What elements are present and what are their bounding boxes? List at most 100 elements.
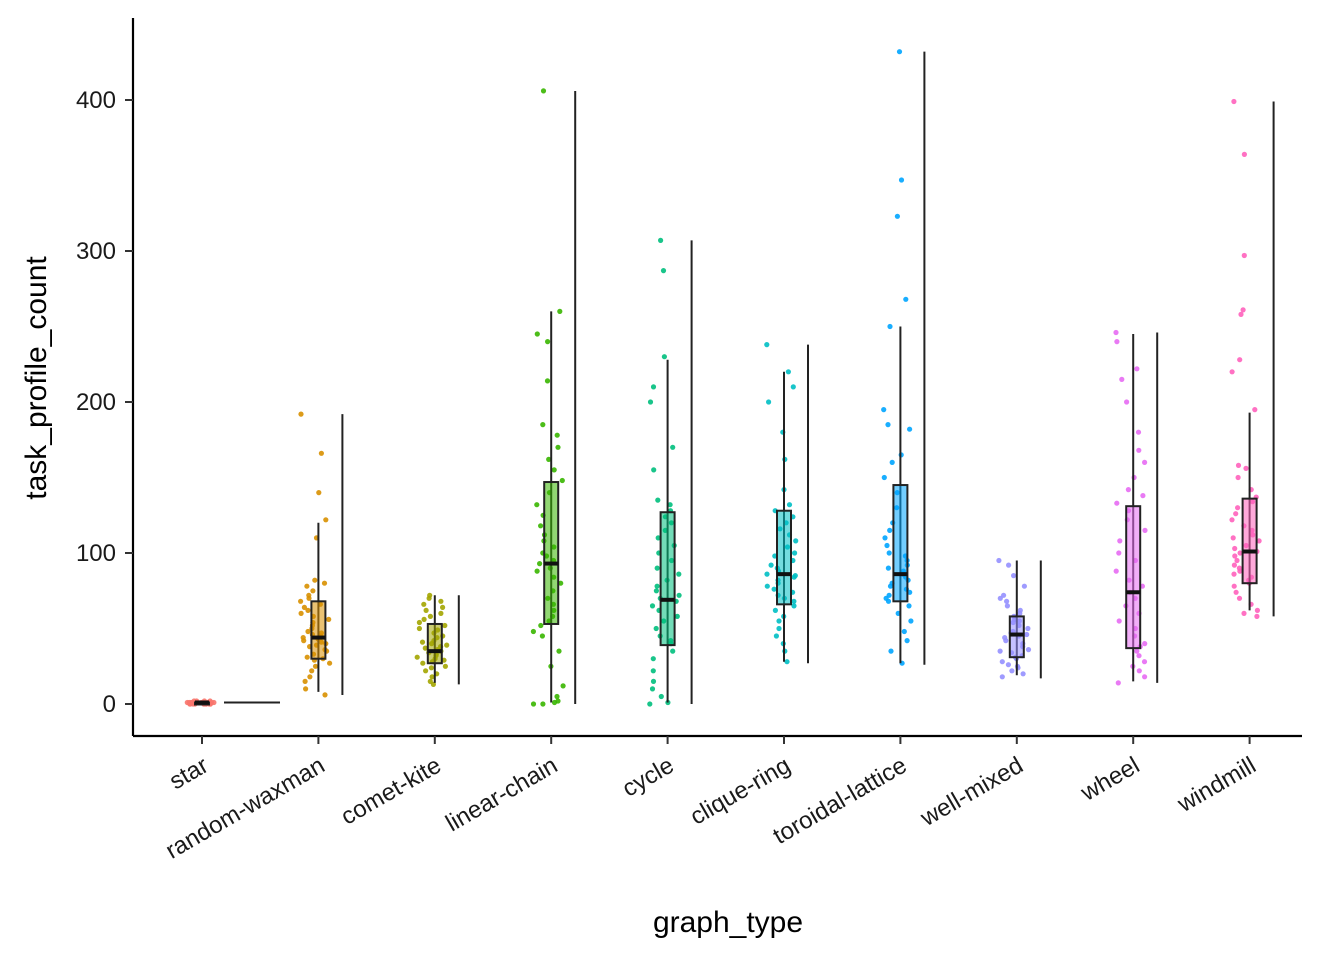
box (892, 484, 909, 603)
data-point (1230, 535, 1236, 541)
data-point (1235, 474, 1241, 481)
data-point (907, 426, 913, 432)
data-point (773, 633, 780, 639)
data-point (1004, 603, 1011, 609)
data-point (318, 450, 324, 456)
data-point (416, 625, 422, 632)
series-star (184, 698, 280, 707)
data-point (999, 674, 1005, 680)
data-point (184, 699, 190, 706)
data-point (312, 577, 318, 583)
data-point (1116, 550, 1122, 556)
data-point (1124, 399, 1130, 405)
data-point (1254, 607, 1260, 614)
data-point (1232, 553, 1238, 559)
y-tick-label: 300 (76, 238, 116, 265)
data-point (540, 701, 546, 707)
series-linear-chain (530, 88, 577, 707)
data-point (1135, 429, 1142, 435)
data-point (546, 456, 552, 462)
data-point (1004, 598, 1010, 604)
data-point (1229, 369, 1235, 375)
data-point (667, 502, 673, 508)
data-point (1011, 573, 1017, 579)
data-point (1113, 568, 1119, 574)
data-point (1134, 366, 1140, 372)
data-point (999, 659, 1005, 665)
data-point (321, 580, 328, 586)
data-point (420, 660, 426, 666)
data-point (772, 607, 779, 614)
data-point (889, 459, 895, 465)
data-point (1017, 607, 1023, 614)
data-point (1237, 357, 1243, 363)
box (1125, 505, 1142, 650)
data-point (442, 663, 448, 669)
data-point (1114, 339, 1120, 345)
data-point (1140, 493, 1146, 499)
data-point (790, 384, 796, 390)
series-comet-kite (414, 592, 460, 688)
y-axis-title: task_profile_count (20, 256, 53, 500)
series-wheel (1113, 329, 1159, 686)
data-point (419, 639, 426, 645)
data-point (1142, 674, 1148, 680)
data-point (1136, 668, 1142, 674)
series-windmill (1229, 98, 1275, 620)
data-point (1116, 618, 1122, 624)
data-point (421, 616, 427, 623)
data-point (884, 542, 890, 549)
data-point (764, 571, 770, 577)
data-point (309, 668, 315, 674)
series-well-mixed (996, 557, 1042, 680)
data-point (768, 562, 774, 568)
data-point (416, 619, 422, 626)
data-point (898, 177, 905, 183)
data-point (1235, 462, 1242, 468)
data-point (298, 598, 304, 604)
data-point (544, 378, 551, 384)
box (659, 511, 676, 647)
data-point (996, 557, 1002, 564)
data-point (1237, 550, 1243, 556)
data-point (1229, 517, 1235, 523)
data-point (660, 268, 667, 274)
data-point (997, 595, 1003, 601)
data-point (1142, 527, 1148, 534)
data-point (670, 648, 676, 654)
data-point (887, 527, 893, 534)
data-point (305, 607, 311, 614)
data-point (904, 638, 910, 644)
data-point (558, 580, 564, 586)
box (1241, 497, 1258, 585)
box (1008, 615, 1025, 659)
data-point (555, 698, 561, 704)
data-point (538, 523, 544, 529)
data-point (1136, 447, 1142, 453)
data-point (1141, 659, 1148, 665)
data-point (326, 616, 332, 623)
y-tick-label: 200 (76, 389, 116, 416)
data-point (539, 633, 546, 639)
x-tick-label: clique-ring (686, 752, 795, 831)
data-point (653, 625, 659, 632)
data-point (444, 642, 450, 648)
data-point (301, 604, 307, 611)
data-point (888, 648, 894, 654)
data-point (428, 665, 434, 671)
data-point (785, 369, 792, 375)
data-point (1241, 151, 1247, 157)
data-point (1236, 565, 1242, 571)
data-point (655, 535, 661, 541)
x-tick-label: comet-kite (336, 752, 445, 831)
data-point (1005, 662, 1012, 668)
data-point (776, 618, 782, 624)
data-point (327, 660, 333, 666)
data-point (1142, 641, 1148, 647)
y-tick-label: 0 (103, 691, 116, 718)
data-point (766, 399, 772, 405)
data-point (903, 296, 909, 302)
data-point (674, 613, 680, 620)
box (310, 600, 327, 660)
data-point (1238, 311, 1244, 317)
